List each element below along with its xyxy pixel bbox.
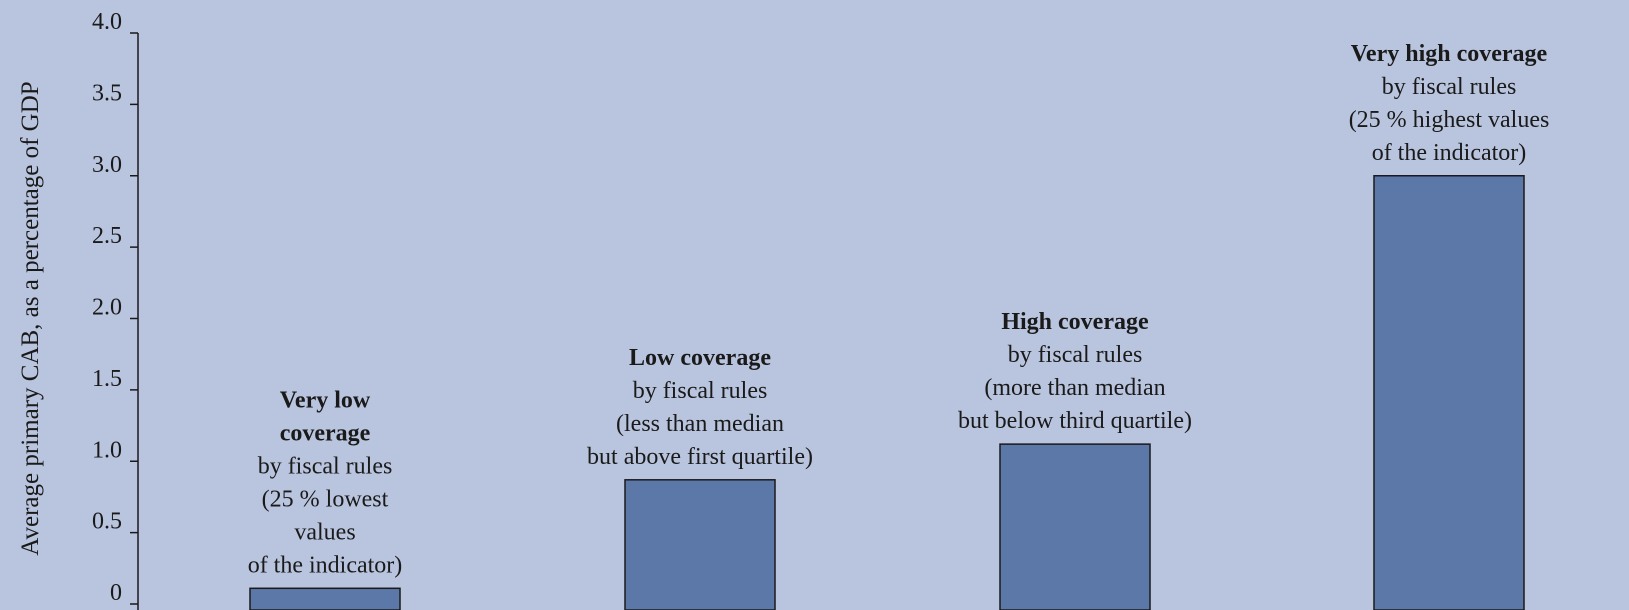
annotation-line: by fiscal rules: [1382, 74, 1517, 100]
bars: [249, 175, 1525, 610]
annotation-line: of the indicator): [248, 552, 403, 578]
y-axis-title-group: Average primary CAB, as a percentage of …: [17, 81, 44, 555]
y-tick-label: 0.5: [92, 509, 122, 535]
annotation-heading: coverage: [280, 420, 371, 446]
annotation-line: but above first quartile): [587, 444, 813, 470]
annotation-line: (25 % lowest: [262, 486, 389, 512]
bar-annotations: Very low coverage by fiscal rules (25 % low…: [248, 41, 1550, 579]
annotation-2: Low coverage by fiscal rules (less than me…: [587, 345, 813, 470]
y-tick-label: 1.5: [92, 366, 122, 392]
annotation-line: (more than median: [984, 375, 1165, 401]
bar-2: [624, 479, 776, 610]
annotation-line: (less than median: [616, 411, 784, 437]
annotation-line: by fiscal rules: [1008, 342, 1143, 368]
y-tick-label: 1.0: [92, 437, 122, 463]
y-tick-label: 3.0: [92, 152, 122, 178]
annotation-1: Very low coverage by fiscal rules (25 % low…: [248, 387, 403, 578]
y-tick-label: 2.5: [92, 223, 122, 249]
annotation-3: High coverage by fiscal rules (more than m…: [958, 309, 1192, 434]
bar-1: [249, 587, 401, 610]
annotation-line: values: [294, 519, 355, 545]
y-tick-label: 4.0: [92, 9, 122, 35]
annotation-4: Very high coverage by fiscal rules (25 % h…: [1349, 41, 1550, 166]
annotation-line: but below third quartile): [958, 408, 1192, 434]
annotation-heading: High coverage: [1001, 309, 1149, 335]
annotation-heading: Low coverage: [629, 345, 771, 371]
annotation-heading: Very low: [280, 387, 371, 413]
bar-3: [999, 443, 1151, 610]
annotation-line: of the indicator): [1372, 140, 1527, 166]
y-axis-title: Average primary CAB, as a percentage of …: [17, 81, 44, 555]
y-tick-label: 0: [110, 580, 122, 606]
y-tick-label: 2.0: [92, 295, 122, 321]
annotation-heading: Very high coverage: [1351, 41, 1548, 67]
y-axis: 0 0.5 1.0 1.5 2.0 2.5 3.0 3.5 4.0: [92, 9, 139, 610]
annotation-line: by fiscal rules: [258, 453, 393, 479]
bar-4: [1373, 175, 1525, 610]
y-tick-label: 3.5: [92, 80, 122, 106]
annotation-line: by fiscal rules: [633, 378, 768, 404]
annotation-line: (25 % highest values: [1349, 107, 1550, 133]
